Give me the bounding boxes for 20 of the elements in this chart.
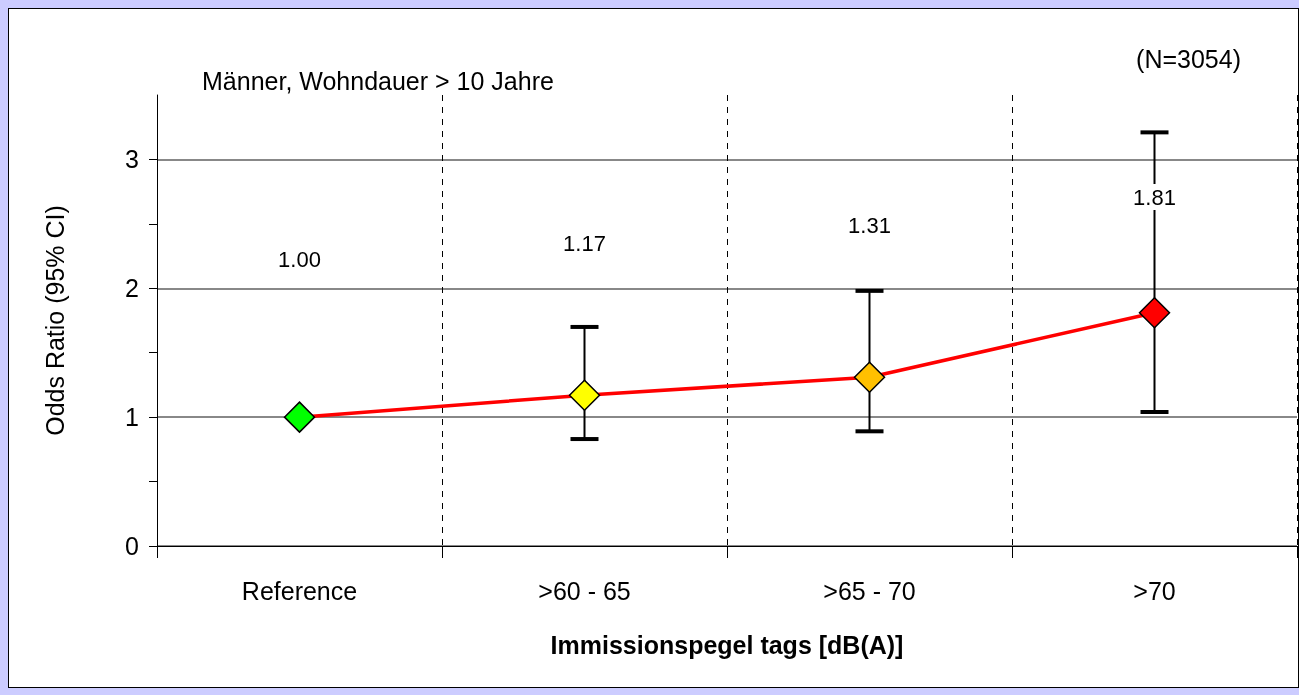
annotation: 1.17 [563, 230, 606, 256]
point [853, 361, 886, 393]
x-tick-label: Reference [241, 576, 358, 605]
text: Männer, Wohndauer > 10 Jahre [202, 66, 554, 95]
x-axis-title: Immissionspegel tags [dB(A)] [550, 630, 904, 659]
y-tick-label: 3 [125, 145, 139, 174]
y-tick-label: 0 [125, 532, 139, 560]
point [283, 401, 316, 433]
annotation: 1.81 [1133, 184, 1176, 210]
y-axis-title: Odds Ratio (95% CI) [40, 205, 69, 436]
y-tick-label: 1 [125, 403, 139, 432]
annotation: 1.00 [278, 246, 321, 272]
y-tick-label: 2 [125, 274, 139, 303]
x-tick-label: >70 [1133, 576, 1176, 605]
point [1138, 297, 1171, 329]
x-tick-label: >65 - 70 [823, 576, 916, 605]
x-tick-label: >60 - 65 [538, 576, 631, 605]
point [568, 379, 601, 411]
annotation: 1.31 [848, 212, 891, 238]
text: (N=3054) [1136, 44, 1241, 73]
